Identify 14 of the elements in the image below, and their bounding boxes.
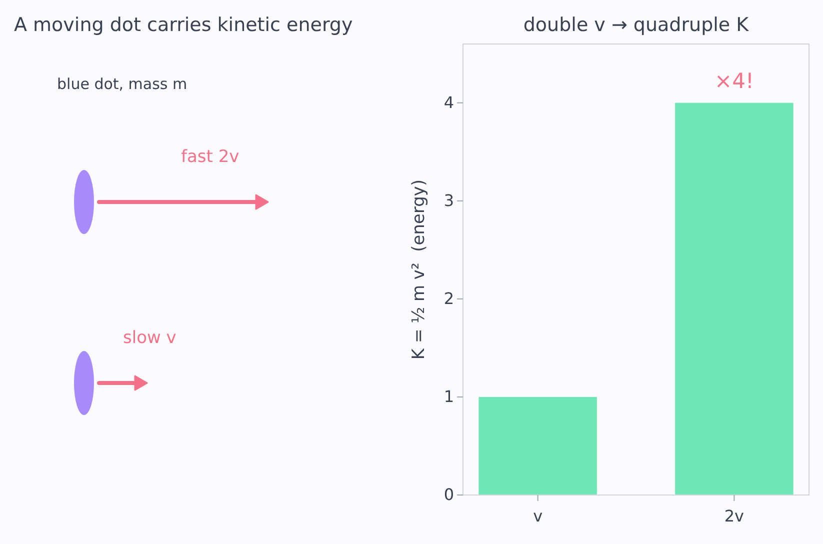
text: slow v bbox=[123, 328, 176, 348]
text: A moving dot carries kinetic energy bbox=[14, 14, 353, 36]
y-tick-label: 1 bbox=[444, 387, 454, 406]
y-tick-label: 4 bbox=[444, 92, 454, 112]
chart-title: double v → quadruple K bbox=[523, 14, 750, 36]
x-tick-label: 2v bbox=[724, 506, 744, 526]
y-tick-label: 2 bbox=[444, 289, 454, 308]
text: fast 2v bbox=[181, 147, 240, 167]
y-tick-label: 0 bbox=[444, 485, 454, 504]
y-tick-label: 3 bbox=[444, 190, 454, 210]
text: blue dot, mass m bbox=[57, 75, 188, 93]
y-axis-title: K = ½ m v² (energy) bbox=[409, 179, 429, 360]
x-tick-label: v bbox=[533, 506, 543, 526]
annotation: ×4! bbox=[714, 68, 754, 93]
